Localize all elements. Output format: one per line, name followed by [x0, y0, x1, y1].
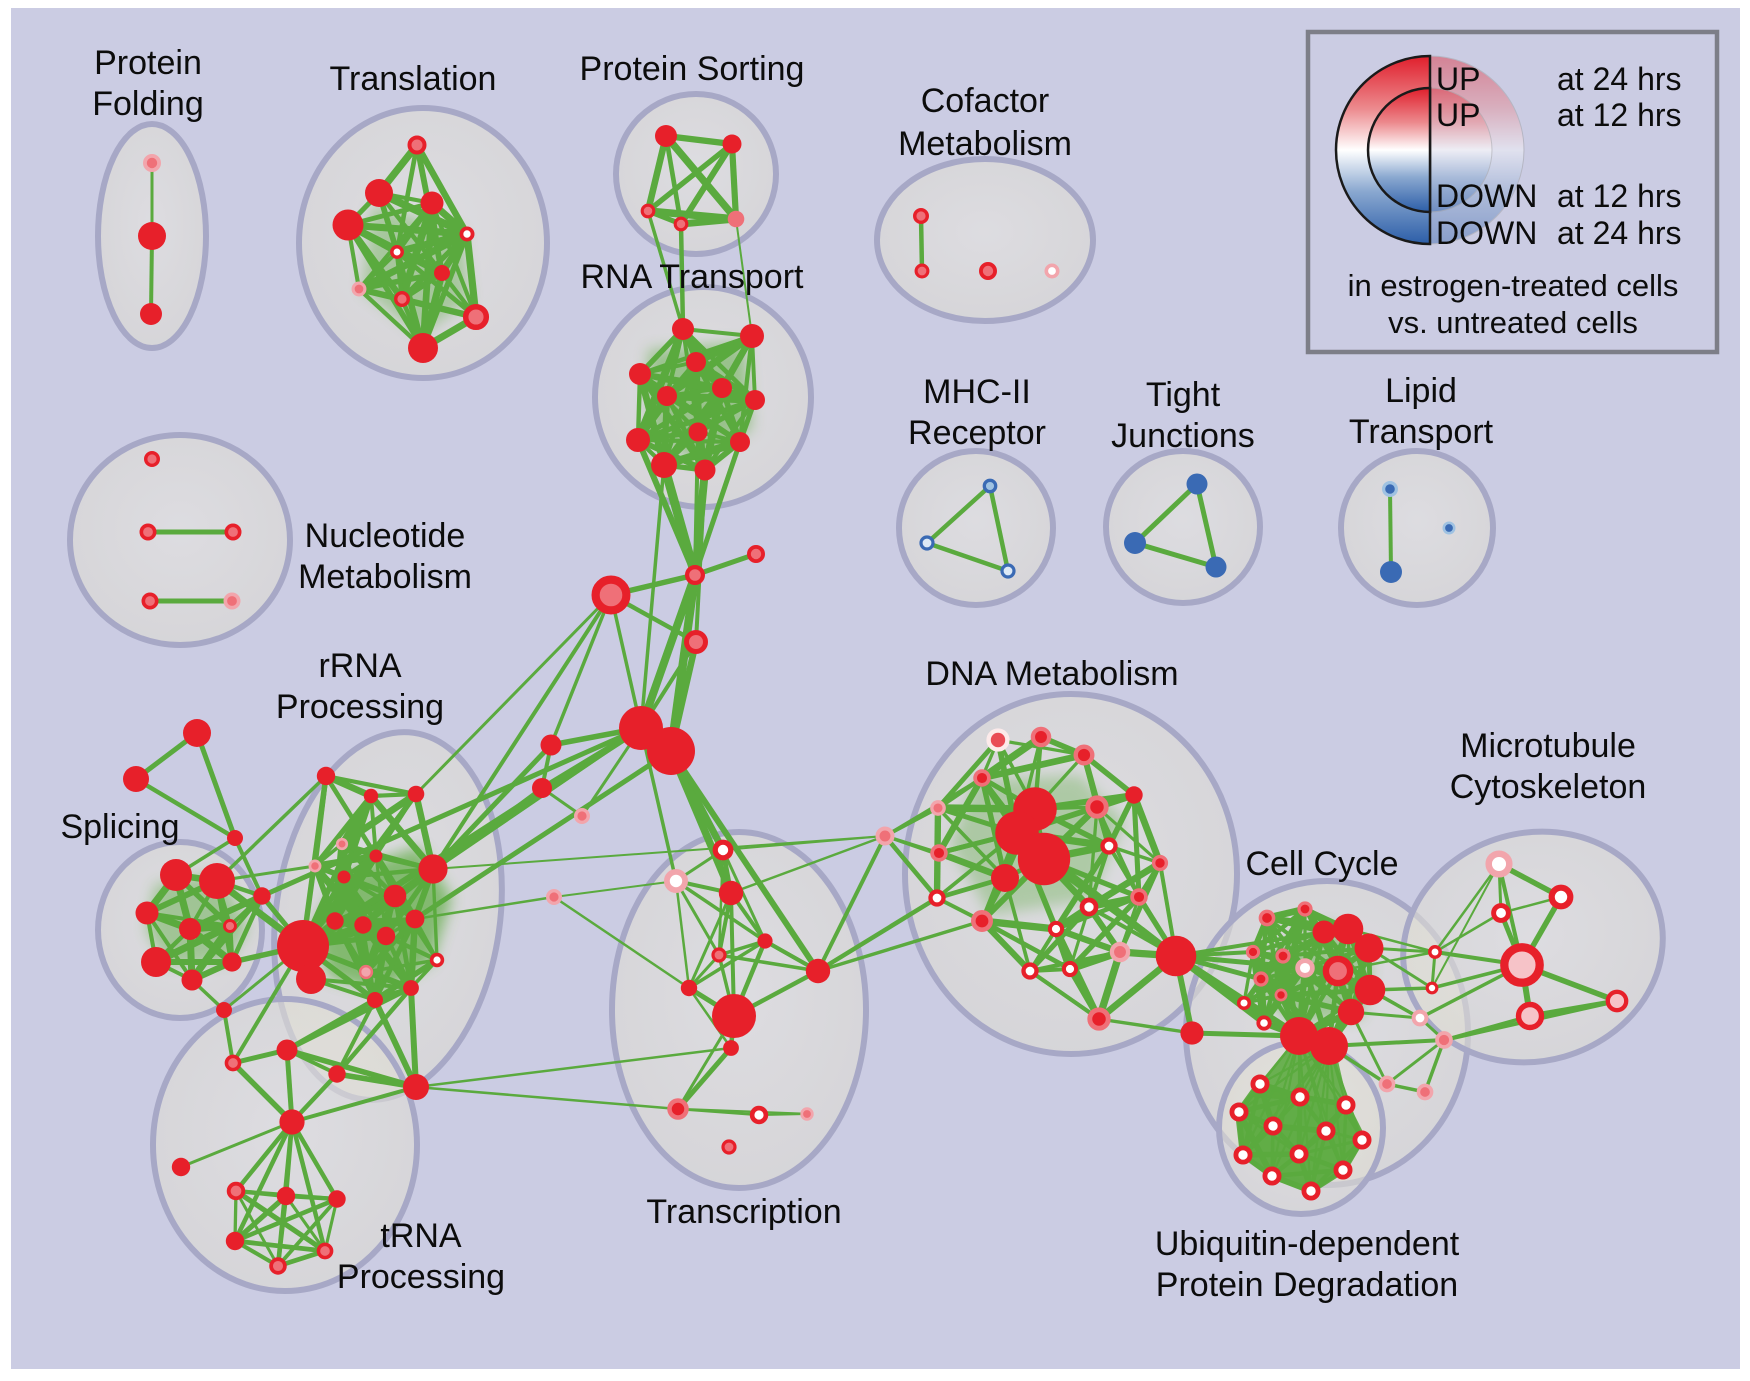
svg-text:RNA Transport: RNA Transport — [581, 258, 805, 296]
svg-text:Translation: Translation — [330, 60, 497, 98]
svg-text:Splicing: Splicing — [60, 808, 179, 846]
svg-text:vs. untreated cells: vs. untreated cells — [1388, 305, 1638, 340]
svg-text:at 12 hrs: at 12 hrs — [1557, 178, 1682, 214]
svg-text:Folding: Folding — [92, 85, 204, 123]
svg-text:UP: UP — [1436, 61, 1480, 97]
svg-text:in estrogen-treated cells: in estrogen-treated cells — [1348, 268, 1679, 303]
svg-text:Processing: Processing — [276, 688, 444, 726]
svg-text:DOWN: DOWN — [1436, 215, 1537, 251]
svg-text:DOWN: DOWN — [1436, 178, 1537, 214]
svg-text:Metabolism: Metabolism — [298, 558, 472, 596]
svg-text:Cofactor: Cofactor — [921, 82, 1050, 120]
svg-text:Cell Cycle: Cell Cycle — [1245, 845, 1398, 883]
svg-text:Metabolism: Metabolism — [898, 125, 1072, 163]
svg-text:Protein Sorting: Protein Sorting — [580, 50, 805, 88]
svg-text:at 24 hrs: at 24 hrs — [1557, 61, 1682, 97]
svg-text:rRNA: rRNA — [318, 647, 401, 685]
svg-text:Protein Degradation: Protein Degradation — [1156, 1266, 1458, 1304]
svg-text:Cytoskeleton: Cytoskeleton — [1450, 768, 1647, 806]
svg-text:Lipid: Lipid — [1385, 372, 1457, 410]
svg-text:at 12 hrs: at 12 hrs — [1557, 97, 1682, 133]
svg-text:MHC-II: MHC-II — [923, 373, 1031, 411]
svg-text:Transport: Transport — [1349, 413, 1494, 451]
svg-text:Receptor: Receptor — [908, 414, 1046, 452]
svg-text:Microtubule: Microtubule — [1460, 727, 1636, 765]
svg-text:Protein: Protein — [94, 44, 202, 82]
svg-text:Tight: Tight — [1146, 376, 1221, 414]
svg-text:UP: UP — [1436, 97, 1480, 133]
svg-text:Junctions: Junctions — [1111, 417, 1255, 455]
svg-text:Transcription: Transcription — [646, 1193, 841, 1231]
svg-text:Ubiquitin-dependent: Ubiquitin-dependent — [1155, 1225, 1460, 1263]
svg-text:Nucleotide: Nucleotide — [305, 517, 466, 555]
svg-text:at 24 hrs: at 24 hrs — [1557, 215, 1682, 251]
svg-text:DNA Metabolism: DNA Metabolism — [925, 655, 1178, 693]
svg-text:tRNA: tRNA — [380, 1217, 462, 1255]
svg-text:Processing: Processing — [337, 1258, 505, 1296]
